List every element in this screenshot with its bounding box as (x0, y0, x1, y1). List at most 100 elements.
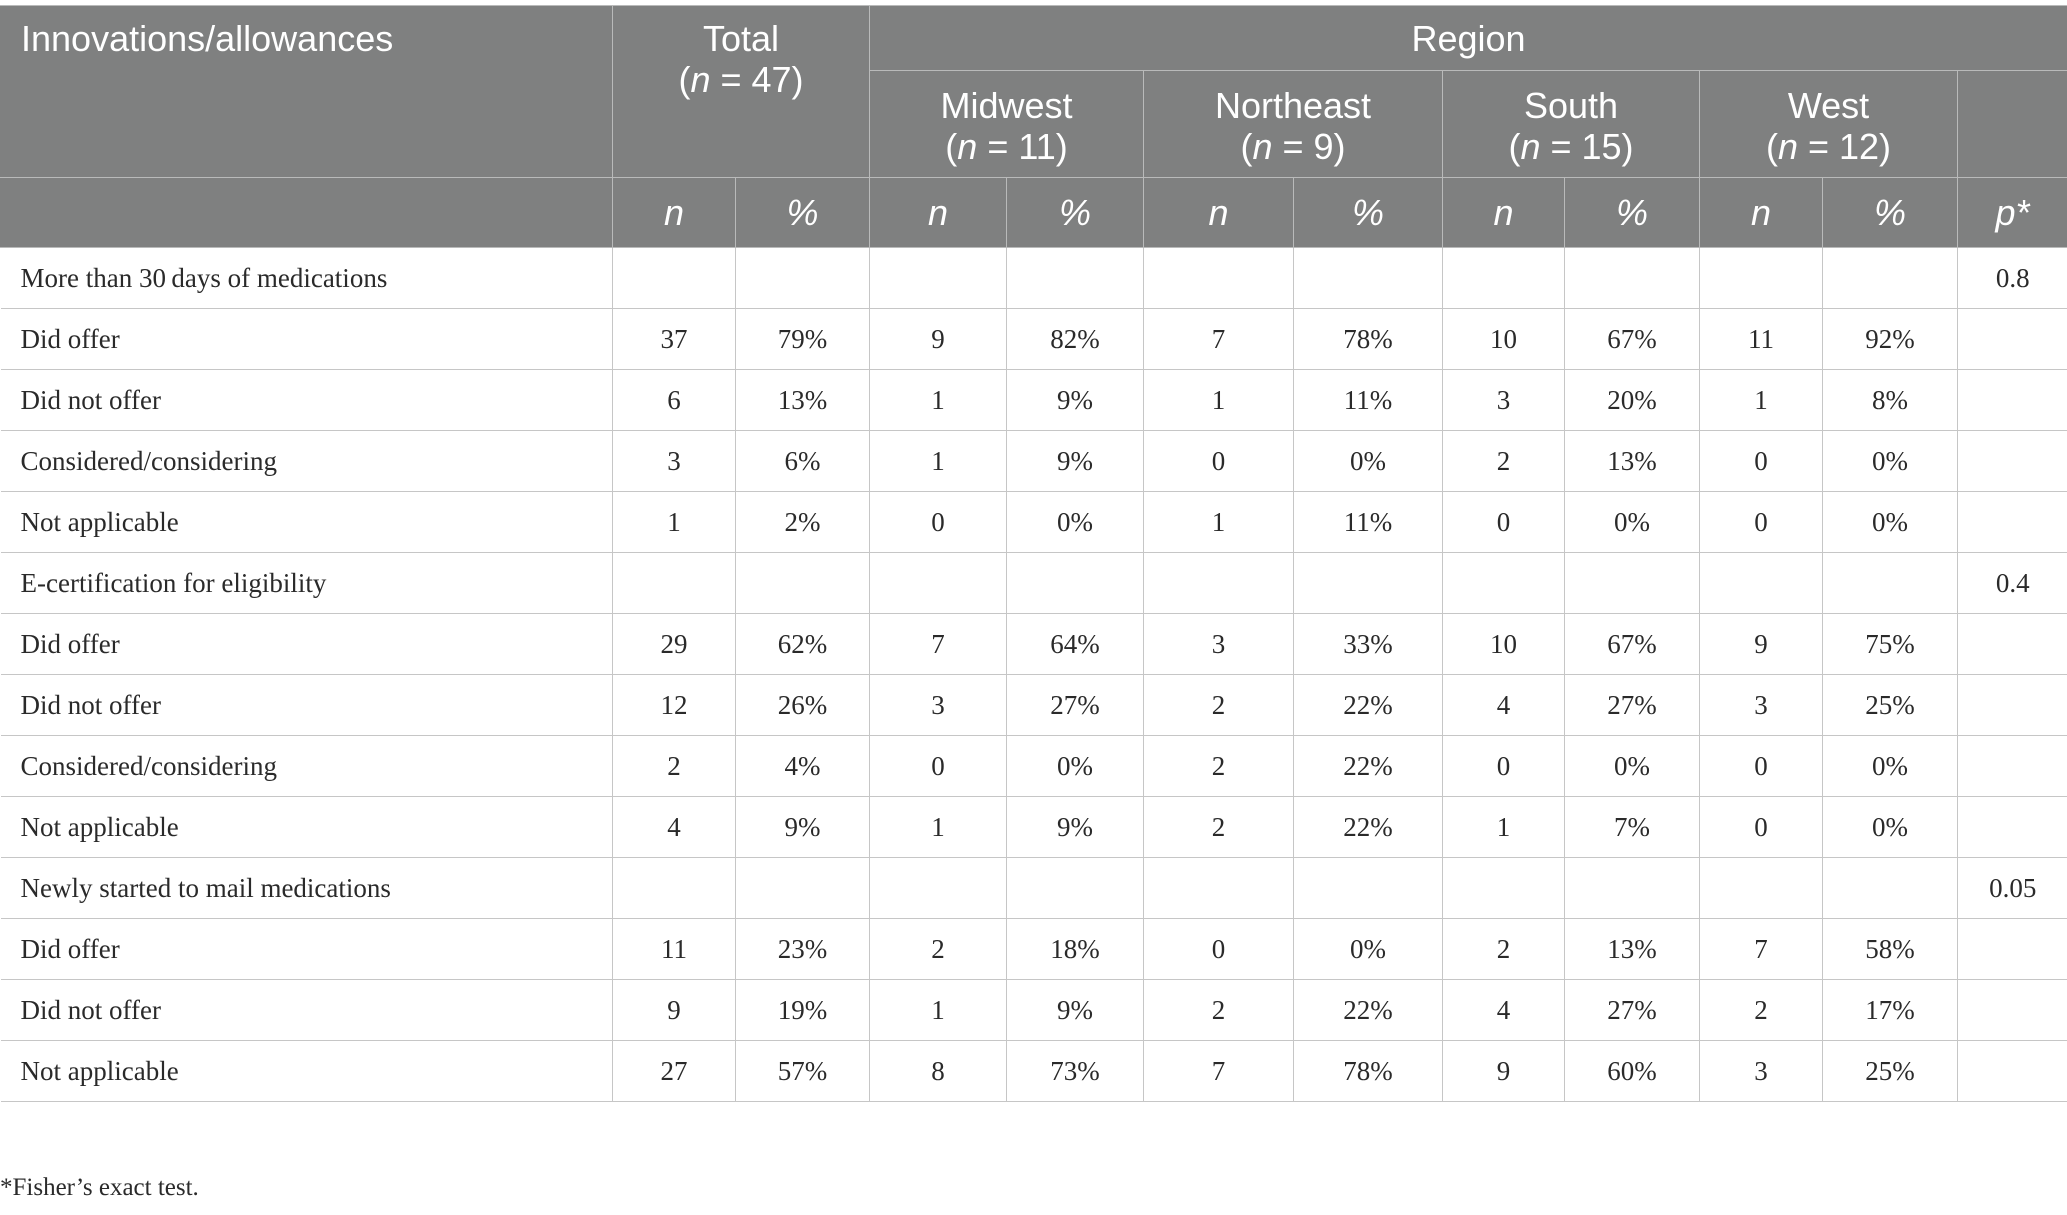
cell-percent: 78% (1293, 1040, 1443, 1102)
cell-percent: 8% (1822, 369, 1958, 431)
cell-n: 37 (612, 308, 736, 370)
cell-n: 29 (612, 613, 736, 675)
cell-n (612, 552, 736, 614)
cell-percent: 33% (1293, 613, 1443, 675)
cell-percent (1006, 552, 1144, 614)
cell-percent: 73% (1006, 1040, 1144, 1102)
header-sub-pct: % (1822, 177, 1958, 248)
cell-n (869, 857, 1007, 919)
cell-n: 1 (869, 796, 1007, 858)
cell-p-value (1956, 491, 2067, 553)
cell-percent (1293, 552, 1443, 614)
header-region-northeast: Northeast (n = 9) (1143, 70, 1443, 178)
cell-n: 3 (1699, 674, 1823, 736)
cell-percent (1564, 552, 1700, 614)
cell-n: 10 (1442, 613, 1565, 675)
footnote: *Fisher’s exact test. (0, 1174, 199, 1201)
cell-n: 7 (1143, 1040, 1294, 1102)
cell-percent: 92% (1822, 308, 1958, 370)
cell-percent: 25% (1822, 1040, 1958, 1102)
table-row: Did not offer 12 26% 3 27% 2 22% 4 27% 3 25% (0, 674, 2067, 736)
header-region-south: South (n = 15) (1442, 70, 1700, 178)
cell-n: 0 (1442, 491, 1565, 553)
cell-p-value: 0.4 (1956, 552, 2067, 614)
cell-p-value (1956, 674, 2067, 736)
cell-percent: 60% (1564, 1040, 1700, 1102)
cell-percent (735, 247, 870, 309)
cell-n: 1 (869, 430, 1007, 492)
cell-n: 3 (1442, 369, 1565, 431)
cell-percent: 9% (735, 796, 870, 858)
row-label: Considered/considering (0, 430, 613, 492)
cell-n: 0 (1143, 918, 1294, 980)
table-row: Did not offer 9 19% 1 9% 2 22% 4 27% 2 17% (0, 979, 2067, 1041)
header-sub-pct: % (1006, 177, 1144, 248)
cell-n: 7 (869, 613, 1007, 675)
cell-p-value (1956, 796, 2067, 858)
cell-n: 0 (1699, 430, 1823, 492)
cell-n (1442, 857, 1565, 919)
cell-percent: 0% (1822, 796, 1958, 858)
table-body: More than 30 days of medications 0.8 Did o… (0, 247, 2067, 1102)
cell-percent: 20% (1564, 369, 1700, 431)
cell-percent (1293, 857, 1443, 919)
cell-n (869, 247, 1007, 309)
cell-percent: 0% (1293, 918, 1443, 980)
cell-n: 2 (1699, 979, 1823, 1041)
cell-n: 6 (612, 369, 736, 431)
cell-n: 1 (612, 491, 736, 553)
cell-n (1442, 247, 1565, 309)
cell-percent: 57% (735, 1040, 870, 1102)
row-label: Considered/considering (0, 735, 613, 797)
header-sub-n: n (1699, 177, 1823, 248)
header-region: Region (868, 5, 2067, 71)
header-total: Total (n = 47) (612, 5, 870, 178)
cell-n: 0 (1699, 735, 1823, 797)
cell-p-value (1956, 1040, 2067, 1102)
header-sub-n: n (869, 177, 1007, 248)
cell-percent: 0% (1006, 735, 1144, 797)
cell-percent: 22% (1293, 796, 1443, 858)
row-label: Newly started to mail medications (0, 857, 613, 919)
cell-percent: 13% (1564, 430, 1700, 492)
cell-percent (1293, 247, 1443, 309)
cell-n (1699, 247, 1823, 309)
cell-percent: 58% (1822, 918, 1958, 980)
cell-p-value (1956, 613, 2067, 675)
header-region-midwest: Midwest (n = 11) (869, 70, 1144, 178)
cell-n: 1 (1699, 369, 1823, 431)
cell-n (612, 247, 736, 309)
cell-percent: 0% (1822, 735, 1958, 797)
row-label: Not applicable (0, 796, 613, 858)
cell-n: 2 (1143, 735, 1294, 797)
cell-n: 1 (869, 979, 1007, 1041)
row-label: Not applicable (0, 491, 613, 553)
table-row: Not applicable 4 9% 1 9% 2 22% 1 7% 0 0% (0, 796, 2067, 858)
cell-percent (1822, 247, 1958, 309)
cell-n: 4 (1442, 674, 1565, 736)
cell-n: 1 (1143, 491, 1294, 553)
row-label: Did offer (0, 613, 613, 675)
cell-percent (735, 552, 870, 614)
cell-n: 2 (1143, 796, 1294, 858)
cell-n: 2 (1143, 674, 1294, 736)
cell-n: 8 (869, 1040, 1007, 1102)
cell-n: 3 (1699, 1040, 1823, 1102)
table-row: Considered/considering 2 4% 0 0% 2 22% 0 0% 0 0% (0, 735, 2067, 797)
cell-n: 0 (1699, 796, 1823, 858)
header-region-west: West (n = 12) (1699, 70, 1958, 178)
cell-n (869, 552, 1007, 614)
cell-p-value (1956, 430, 2067, 492)
cell-n: 0 (869, 491, 1007, 553)
cell-percent: 22% (1293, 979, 1443, 1041)
cell-percent: 13% (1564, 918, 1700, 980)
cell-n: 11 (1699, 308, 1823, 370)
cell-n: 2 (1143, 979, 1294, 1041)
cell-n (1699, 552, 1823, 614)
cell-n: 1 (1442, 796, 1565, 858)
cell-percent: 23% (735, 918, 870, 980)
cell-percent: 6% (735, 430, 870, 492)
cell-percent: 0% (1822, 430, 1958, 492)
cell-n: 27 (612, 1040, 736, 1102)
cell-percent: 82% (1006, 308, 1144, 370)
